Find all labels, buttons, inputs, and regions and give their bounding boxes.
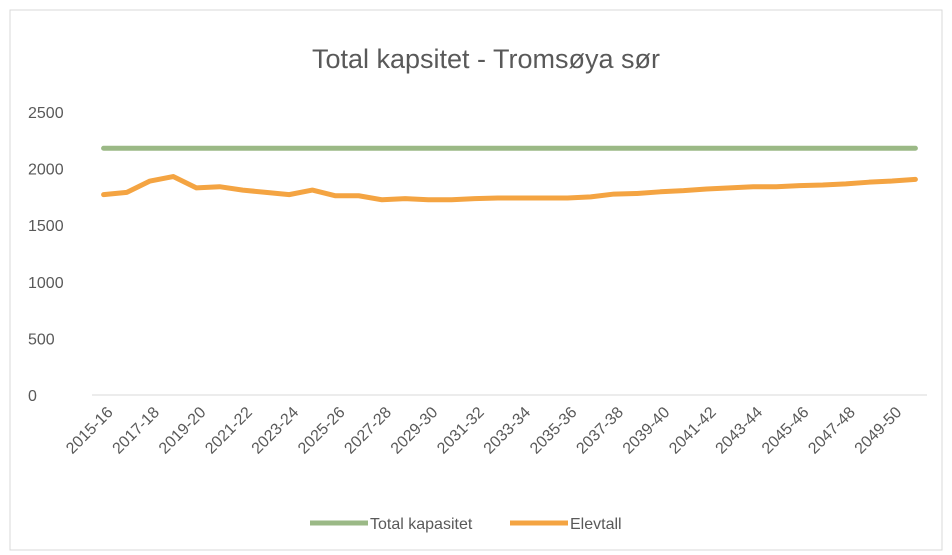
- chart-title: Total kapsitet - Tromsøya sør: [312, 44, 660, 74]
- y-tick-label: 500: [28, 331, 55, 348]
- chart-frame: [9, 9, 943, 551]
- legend-label: Elevtall: [570, 516, 622, 533]
- series-line: [101, 174, 918, 203]
- y-tick-label: 0: [28, 388, 37, 405]
- y-tick-label: 2500: [28, 105, 64, 122]
- y-tick-label: 2000: [28, 162, 64, 179]
- y-tick-label: 1000: [28, 275, 64, 292]
- y-tick-label: 1500: [28, 218, 64, 235]
- legend-label: Total kapasitet: [370, 516, 473, 533]
